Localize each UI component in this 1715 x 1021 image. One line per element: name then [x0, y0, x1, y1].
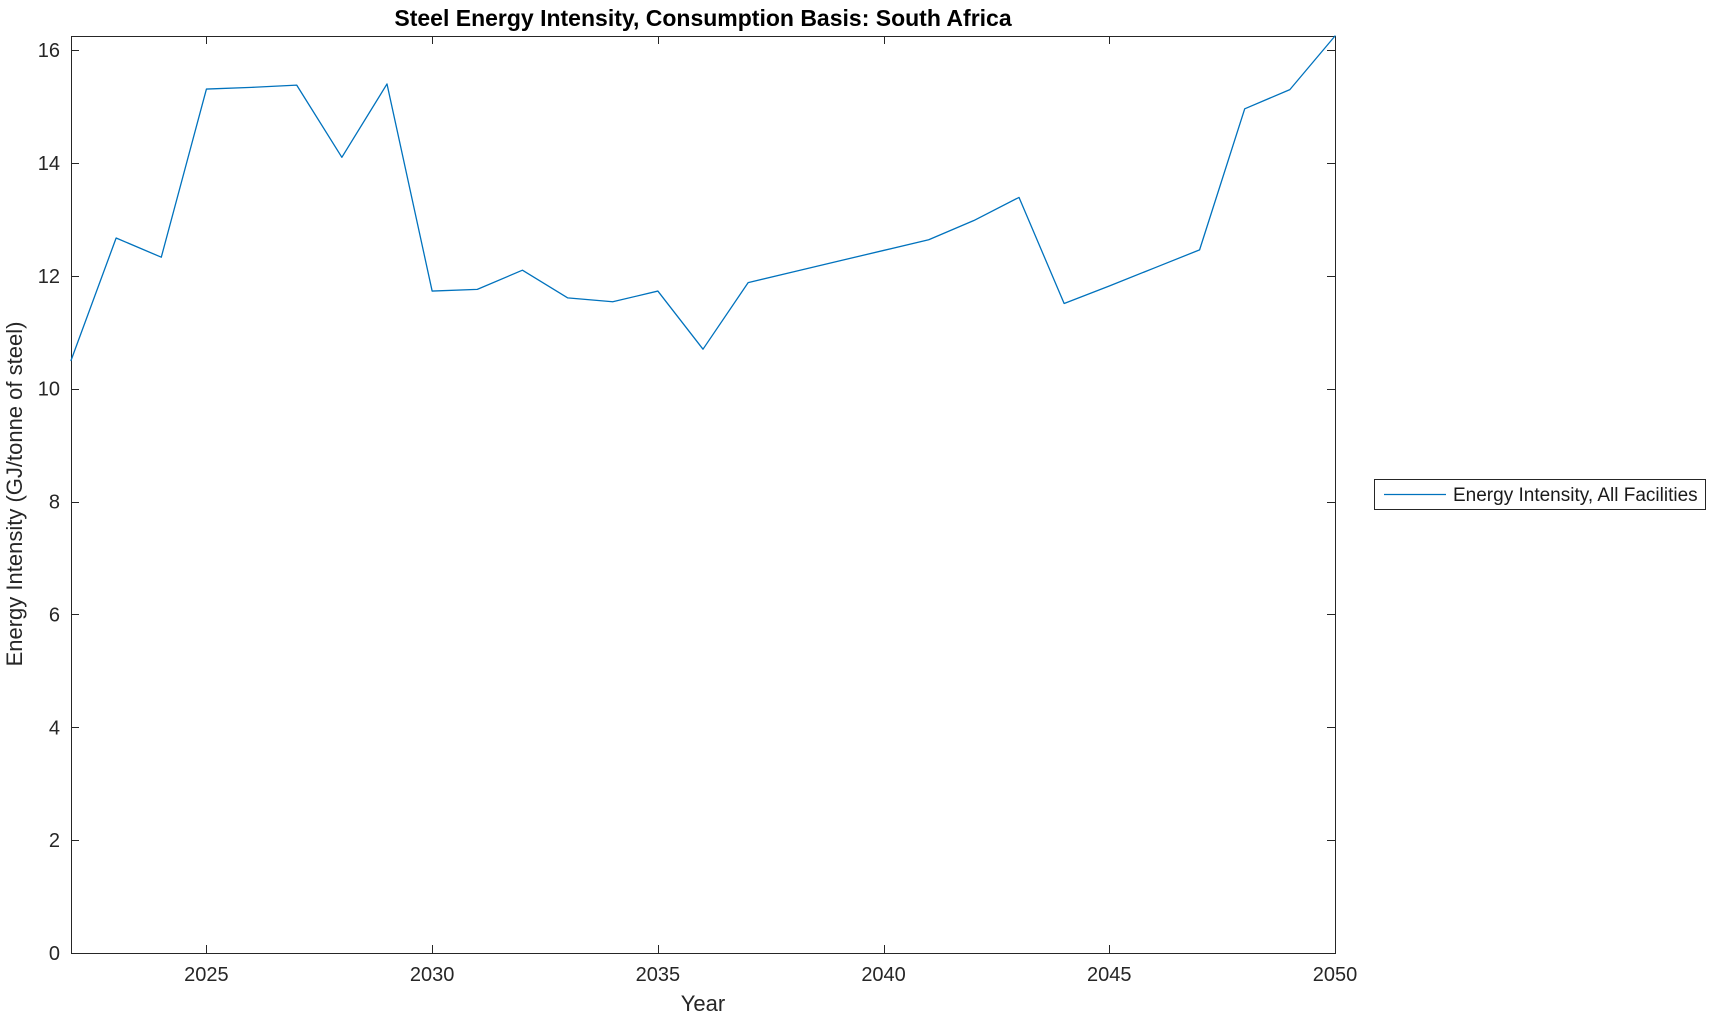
data-line	[70, 35, 1336, 362]
axes-layer: 2025 2030 2035 2040 2045 2050 0 2 4 6 8 10 12 14 16	[38, 36, 1358, 986]
y-tick-label: 4	[49, 717, 60, 739]
y-axis-label: Energy Intensity (GJ/tonne of steel)	[2, 322, 27, 667]
series-layer	[70, 35, 1336, 362]
x-tick-label: 2030	[410, 964, 455, 986]
chart-title: Steel Energy Intensity, Consumption Basi…	[394, 5, 1011, 31]
x-axis-label: Year	[681, 991, 725, 1016]
x-tick-label: 2035	[636, 964, 681, 986]
y-tick-label: 0	[49, 943, 60, 965]
y-tick-label: 6	[49, 604, 60, 626]
y-tick-label: 10	[38, 379, 60, 401]
x-tick-label: 2045	[1087, 964, 1132, 986]
legend: Energy Intensity, All Facilities	[1374, 479, 1706, 510]
y-tick-label: 16	[38, 40, 60, 62]
x-tick-label: 2050	[1313, 964, 1358, 986]
y-tick-label: 2	[49, 830, 60, 852]
y-tick-label: 12	[38, 266, 60, 288]
x-tick-label: 2040	[861, 964, 906, 986]
x-tick-label: 2025	[184, 964, 229, 986]
axes-box	[71, 36, 1336, 954]
y-tick-label: 14	[38, 153, 60, 175]
legend-label: Energy Intensity, All Facilities	[1453, 485, 1698, 506]
y-tick-label: 8	[49, 492, 60, 514]
